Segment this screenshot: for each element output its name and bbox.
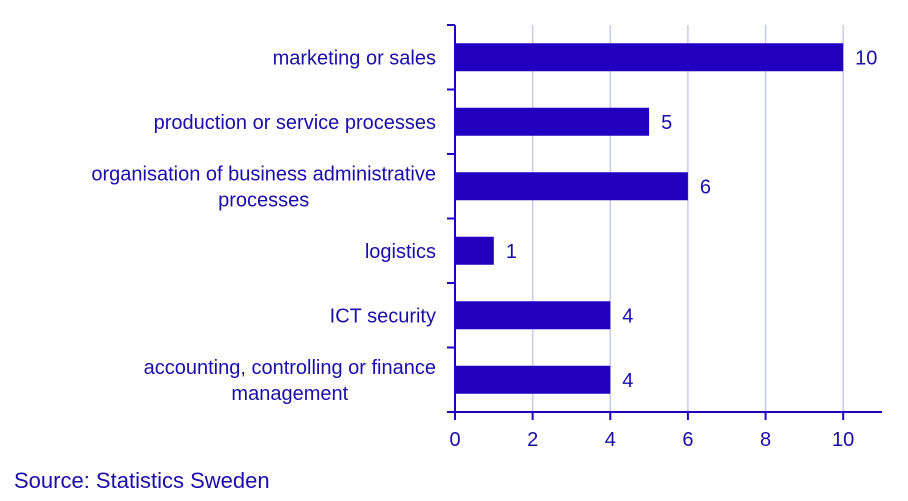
x-tick-label: 0 xyxy=(449,429,460,451)
value-label: 6 xyxy=(700,176,711,198)
category-label-line: ICT security xyxy=(330,305,436,327)
category-label: production or service processes xyxy=(154,112,436,134)
x-tick-label: 8 xyxy=(760,429,771,451)
x-tick-label: 10 xyxy=(832,429,854,451)
value-label: 10 xyxy=(855,47,877,69)
category-label-line: accounting, controlling or finance xyxy=(144,357,436,379)
bar xyxy=(455,301,611,330)
value-label: 1 xyxy=(506,241,517,263)
value-label: 4 xyxy=(622,370,633,392)
value-label: 4 xyxy=(622,305,633,327)
category-label-line: management xyxy=(231,383,348,405)
value-label: 5 xyxy=(661,112,672,134)
category-label-line: processes xyxy=(218,189,309,211)
x-tick-label: 6 xyxy=(682,429,693,451)
category-label: organisation of business administrative p… xyxy=(91,163,436,211)
source-note: Source: Statistics Sweden xyxy=(14,468,270,493)
category-label: logistics xyxy=(365,241,436,263)
bar xyxy=(455,172,688,201)
bar xyxy=(455,365,611,394)
gridlines xyxy=(531,25,844,412)
category-label: ICT security xyxy=(330,305,436,327)
category-label: marketing or sales xyxy=(273,47,436,69)
bar xyxy=(455,107,650,136)
bar xyxy=(455,236,494,265)
x-tick-label: 2 xyxy=(527,429,538,451)
category-label-line: production or service processes xyxy=(154,112,436,134)
bars xyxy=(455,43,844,394)
category-label: accounting, controlling or finance manage… xyxy=(144,357,436,405)
category-labels: marketing or sales production or service … xyxy=(91,47,436,405)
category-label-line: logistics xyxy=(365,241,436,263)
value-labels: 10 5 6 1 4 4 xyxy=(506,47,878,392)
category-label-line: marketing or sales xyxy=(273,47,436,69)
x-tick-label: 4 xyxy=(605,429,616,451)
category-label-line: organisation of business administrative xyxy=(91,163,436,185)
bar xyxy=(455,43,844,72)
x-tick-labels: 0 2 4 6 8 10 xyxy=(449,429,854,451)
axes xyxy=(447,24,882,420)
